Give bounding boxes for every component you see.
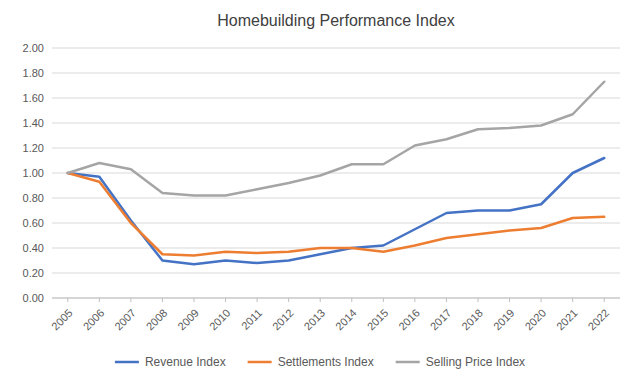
x-tick [288,298,289,302]
x-tick [478,298,479,302]
grid-line [52,223,620,224]
x-tick-label: 2017 [428,307,454,333]
legend-swatch [396,361,420,364]
x-tick [414,298,415,302]
y-tick-label: 2.00 [23,42,44,54]
grid-line [52,198,620,199]
y-tick-label: 1.20 [23,142,44,154]
x-tick-label: 2008 [144,307,170,333]
x-tick-label: 2021 [554,307,580,333]
x-tick-label: 2011 [239,307,264,332]
grid-line [52,48,620,49]
y-axis: 0.00 0.20 0.40 0.60 0.80 1.00 1.20 1.40 1.60 1.80… [23,42,620,304]
y-tick-label: 0.00 [23,292,44,304]
x-tick-label: 2014 [333,307,359,333]
x-tick-label: 2016 [396,307,422,333]
y-tick-label: 0.40 [23,242,44,254]
series-group [68,82,604,265]
x-axis: 2005200620072008200920102011201220132014… [49,298,611,332]
x-tick-label: 2006 [81,307,107,333]
y-tick-label: 0.80 [23,192,44,204]
x-tick [351,298,352,302]
legend-label: Selling Price Index [426,355,525,369]
x-tick-label: 2009 [175,307,201,333]
x-tick [541,298,542,302]
grid-line [52,273,620,274]
x-tick [383,298,384,302]
grid-line [52,73,620,74]
series-line [68,82,604,196]
y-tick-label: 1.40 [23,117,44,129]
title: Homebuilding Performance Index [217,12,454,29]
x-tick [130,298,131,302]
x-tick [162,298,163,302]
x-tick [320,298,321,302]
legend-swatch [248,361,272,364]
x-tick-label: 2013 [301,307,327,333]
legend: Revenue Index Settlements Index Selling Pr… [115,355,525,369]
x-tick-label: 2012 [270,307,296,333]
legend-label: Settlements Index [278,355,374,369]
x-tick-label: 2020 [522,307,548,333]
x-tick [225,298,226,302]
x-axis-line [52,298,620,299]
y-tick-label: 1.80 [23,67,44,79]
x-tick [194,298,195,302]
series-line [68,173,604,256]
legend-label: Revenue Index [145,355,226,369]
x-tick-label: 2018 [459,307,485,333]
x-tick [67,298,68,302]
y-tick-label: 1.00 [23,167,44,179]
grid-line [52,298,620,299]
x-tick-label: 2005 [49,307,75,333]
series-line [68,158,604,264]
x-tick [572,298,573,302]
grid-line [52,148,620,149]
y-tick-label: 0.20 [23,267,44,279]
x-tick [604,298,605,302]
x-tick [257,298,258,302]
x-tick [99,298,100,302]
x-tick [446,298,447,302]
chart: Homebuilding Performance Index0.000.200.… [0,0,640,385]
y-tick-label: 1.60 [23,92,44,104]
grid-line [52,98,620,99]
x-tick-label: 2015 [365,307,391,333]
x-tick-label: 2019 [491,307,517,333]
x-tick [509,298,510,302]
x-tick-label: 2010 [207,307,233,333]
x-tick-label: 2007 [112,307,138,333]
legend-swatch [115,361,139,364]
grid-line [52,123,620,124]
y-tick-label: 0.60 [23,217,44,229]
x-tick-label: 2022 [585,307,611,333]
